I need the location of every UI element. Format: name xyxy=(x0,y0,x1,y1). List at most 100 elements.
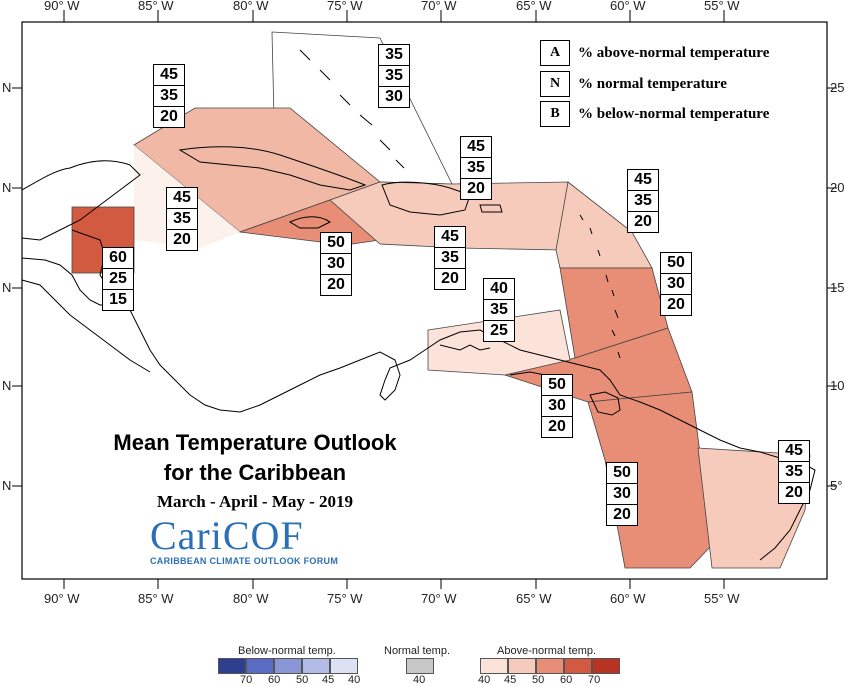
prob-normal: 35 xyxy=(167,209,197,230)
lat-label-left: N xyxy=(2,80,12,95)
colorbar-swatch-above xyxy=(564,658,592,674)
colorbar-tick: 45 xyxy=(322,674,335,686)
prob-box-trinidad: 50 30 20 xyxy=(541,374,573,438)
lon-label-bottom: 90° W xyxy=(44,591,80,606)
prob-normal: 35 xyxy=(379,66,409,87)
prob-below: 20 xyxy=(173,231,191,248)
prob-box-leeward: 45 35 20 xyxy=(627,169,659,233)
prob-box-south-hispaniola: 45 35 20 xyxy=(434,226,466,290)
prob-normal: 35 xyxy=(628,191,658,212)
lat-label-right: 20 xyxy=(830,180,845,195)
prob-box-cuba: 45 35 20 xyxy=(153,64,185,128)
prob-normal: 35 xyxy=(779,462,809,483)
prob-above: 35 xyxy=(379,45,409,66)
lon-label-top: 75° W xyxy=(327,0,363,13)
prob-above: 50 xyxy=(542,375,572,396)
prob-normal: 30 xyxy=(321,254,351,275)
axis-ticks xyxy=(12,10,837,589)
prob-below: 15 xyxy=(109,291,127,308)
colorbar-tick: 40 xyxy=(478,674,491,686)
lon-label-bottom: 75° W xyxy=(327,591,363,606)
prob-normal: 35 xyxy=(154,86,184,107)
lat-label-left: N xyxy=(2,478,12,493)
lon-label-top: 60° W xyxy=(610,0,646,13)
lon-label-top: 80° W xyxy=(233,0,269,13)
lon-label-top: 55° W xyxy=(704,0,740,13)
prob-normal: 35 xyxy=(484,300,514,321)
prob-above: 40 xyxy=(484,279,514,300)
lat-label-left: N xyxy=(2,378,12,393)
prob-below: 20 xyxy=(785,484,803,501)
lon-label-bottom: 65° W xyxy=(516,591,552,606)
prob-below: 20 xyxy=(441,270,459,287)
prob-above: 50 xyxy=(321,233,351,254)
prob-below: 25 xyxy=(490,322,508,339)
key-letter: B xyxy=(540,101,570,127)
caricof-logo: CariCOF xyxy=(150,513,304,558)
prob-above: 45 xyxy=(154,65,184,86)
colorbar-tick: 45 xyxy=(504,674,517,686)
colorbar-tick: 50 xyxy=(532,674,545,686)
prob-normal: 35 xyxy=(461,158,491,179)
prob-above: 45 xyxy=(435,227,465,248)
prob-box-windward: 50 30 20 xyxy=(660,252,692,316)
prob-box-bahamas: 35 35 30 xyxy=(378,44,410,108)
colorbar-tick: 70 xyxy=(240,674,253,686)
colorbar-tick: 60 xyxy=(268,674,281,686)
colorbar-swatch-above xyxy=(480,658,508,674)
prob-above: 50 xyxy=(661,253,691,274)
lon-label-bottom: 85° W xyxy=(138,591,174,606)
colorbar-swatch-above xyxy=(592,658,620,674)
prob-above: 50 xyxy=(607,463,637,484)
prob-below: 20 xyxy=(548,418,566,435)
prob-box-suriname: 45 35 20 xyxy=(778,440,810,504)
lat-label-right: 25 xyxy=(830,80,845,95)
key-row-below: B % below-normal temperature xyxy=(540,101,769,127)
colorbar-swatch-above xyxy=(508,658,536,674)
colorbar-tick: 40 xyxy=(413,674,426,686)
title-line-1: Mean Temperature Outlook xyxy=(113,430,397,455)
key-row-above: A % above-normal temperature xyxy=(540,40,769,66)
lat-label-right: 15 xyxy=(830,280,845,295)
prob-below: 20 xyxy=(327,276,345,293)
colorbar-tick: 50 xyxy=(296,674,309,686)
colorbar-tick: 60 xyxy=(560,674,573,686)
prob-normal: 25 xyxy=(103,269,133,290)
lon-label-top: 70° W xyxy=(421,0,457,13)
prob-box-guyana: 50 30 20 xyxy=(606,462,638,526)
lon-label-bottom: 55° W xyxy=(704,591,740,606)
prob-box-jamaica: 50 30 20 xyxy=(320,232,352,296)
colorbar-below-label: Below-normal temp. xyxy=(238,645,336,657)
prob-below: 30 xyxy=(385,88,403,105)
prob-normal: 35 xyxy=(435,248,465,269)
prob-normal: 30 xyxy=(661,274,691,295)
colorbar-swatch-below xyxy=(330,658,358,674)
lon-label-bottom: 60° W xyxy=(610,591,646,606)
prob-below: 20 xyxy=(467,180,485,197)
prob-box-cayman: 45 35 20 xyxy=(166,187,198,251)
prob-above: 45 xyxy=(461,137,491,158)
prob-above: 45 xyxy=(628,170,658,191)
season-label: March - April - May - 2019 xyxy=(156,492,354,511)
colorbar-swatch-above xyxy=(536,658,564,674)
prob-below: 20 xyxy=(160,108,178,125)
lat-label-left: N xyxy=(2,280,12,295)
lat-label-right: 10 xyxy=(830,378,845,393)
region-abc xyxy=(427,309,571,376)
lon-label-bottom: 80° W xyxy=(233,591,269,606)
lon-label-top: 85° W xyxy=(138,0,174,13)
prob-box-hispaniola: 45 35 20 xyxy=(460,136,492,200)
colorbar-swatch-normal xyxy=(406,658,434,674)
colorbar-swatch-below xyxy=(274,658,302,674)
map-title: Mean Temperature Outlook for the Caribbe… xyxy=(60,428,450,488)
colorbar-above-label: Above-normal temp. xyxy=(497,645,597,657)
coastlines xyxy=(21,49,816,561)
key-letter: N xyxy=(540,71,570,97)
key-text: % normal temperature xyxy=(578,75,727,92)
key-row-normal: N % normal temperature xyxy=(540,71,727,97)
prob-above: 60 xyxy=(103,248,133,269)
key-text: % below-normal temperature xyxy=(578,105,770,122)
lon-label-bottom: 70° W xyxy=(421,591,457,606)
prob-above: 45 xyxy=(779,441,809,462)
